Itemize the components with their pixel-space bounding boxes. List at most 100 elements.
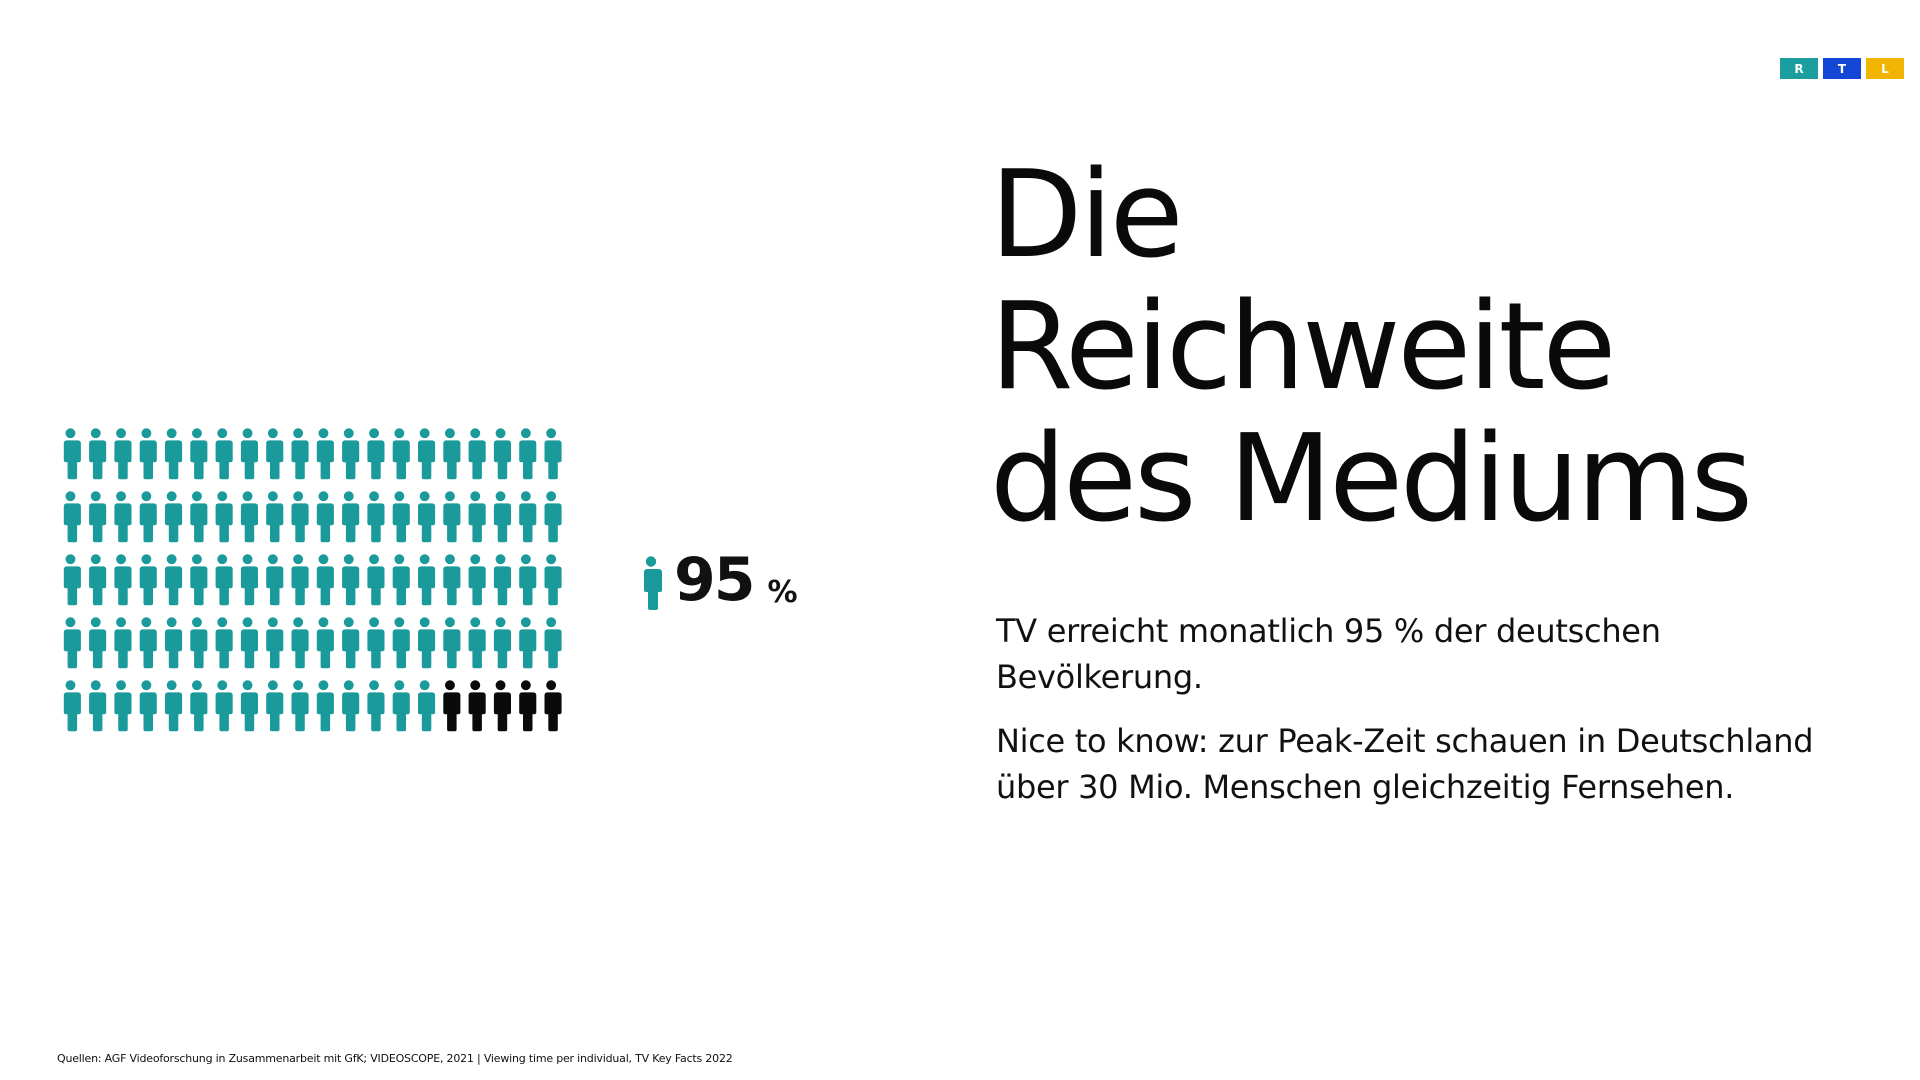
person-icon — [113, 617, 132, 669]
person-icon — [341, 617, 360, 669]
person-icon — [189, 554, 208, 606]
person-icon — [189, 680, 208, 732]
person-icon — [164, 554, 183, 606]
person-icon — [467, 491, 486, 543]
body-text: TV erreicht monatlich 95 % der deutschen… — [996, 608, 1876, 828]
person-icon — [315, 428, 334, 480]
person-icon — [265, 428, 284, 480]
person-icon — [467, 617, 486, 669]
person-icon — [265, 617, 284, 669]
logo-letter-t: T — [1823, 58, 1861, 79]
person-icon — [88, 491, 107, 543]
person-icon — [214, 554, 233, 606]
person-icon — [518, 680, 537, 732]
pictogram-grid — [62, 428, 562, 732]
title-line-3: des Mediums — [990, 410, 1753, 549]
person-icon — [290, 554, 309, 606]
person-icon — [113, 491, 132, 543]
person-icon — [467, 554, 486, 606]
person-icon — [492, 680, 511, 732]
population-pictogram — [60, 428, 570, 738]
person-icon — [366, 491, 385, 543]
person-icon — [341, 680, 360, 732]
body-paragraph-2: Nice to know: zur Peak-Zeit schauen in D… — [996, 722, 1814, 806]
person-icon — [417, 680, 436, 732]
logo-letter-r: R — [1780, 58, 1818, 79]
person-icon — [315, 554, 334, 606]
sources-footnote: Quellen: AGF Videoforschung in Zusammena… — [57, 1052, 733, 1065]
person-icon — [442, 428, 461, 480]
person-icon — [265, 554, 284, 606]
person-icon — [492, 428, 511, 480]
title-line-1: Die — [990, 146, 1184, 285]
person-icon — [366, 617, 385, 669]
person-icon — [442, 617, 461, 669]
person-icon — [391, 617, 410, 669]
reach-legend: 95 % — [640, 550, 798, 610]
person-icon — [113, 428, 132, 480]
person-icon — [138, 491, 157, 543]
person-icon — [189, 617, 208, 669]
person-icon — [518, 428, 537, 480]
person-icon — [214, 680, 233, 732]
person-icon — [643, 556, 662, 610]
person-icon — [543, 680, 562, 732]
person-icon — [417, 428, 436, 480]
person-icon — [341, 428, 360, 480]
person-icon — [442, 554, 461, 606]
slide-title: Die Reichweite des Mediums — [990, 150, 1870, 546]
person-icon — [239, 680, 258, 732]
person-icon — [341, 491, 360, 543]
person-icon — [366, 554, 385, 606]
person-icon — [417, 617, 436, 669]
reach-unit: % — [767, 575, 798, 610]
person-icon — [467, 428, 486, 480]
person-icon — [543, 554, 562, 606]
person-icon — [138, 554, 157, 606]
person-icon — [290, 680, 309, 732]
person-icon — [341, 554, 360, 606]
person-icon — [62, 554, 81, 606]
person-icon — [239, 617, 258, 669]
person-icon — [518, 617, 537, 669]
person-icon — [239, 554, 258, 606]
person-icon — [290, 491, 309, 543]
person-icon — [265, 680, 284, 732]
person-icon — [290, 617, 309, 669]
person-icon — [88, 617, 107, 669]
title-line-2: Reichweite — [990, 278, 1616, 417]
person-icon — [88, 554, 107, 606]
person-icon — [138, 680, 157, 732]
person-icon — [214, 491, 233, 543]
person-icon — [518, 491, 537, 543]
person-icon — [164, 428, 183, 480]
person-icon — [518, 554, 537, 606]
person-icon — [113, 554, 132, 606]
rtl-logo: R T L — [1780, 58, 1904, 79]
person-icon — [366, 428, 385, 480]
person-icon — [265, 491, 284, 543]
person-icon — [138, 617, 157, 669]
person-icon — [417, 554, 436, 606]
person-icon — [62, 491, 81, 543]
person-icon — [492, 617, 511, 669]
person-icon — [189, 428, 208, 480]
person-icon — [492, 491, 511, 543]
reach-value: 95 — [674, 545, 755, 615]
person-icon — [315, 680, 334, 732]
person-icon — [214, 617, 233, 669]
person-icon — [290, 428, 309, 480]
person-icon — [315, 617, 334, 669]
person-icon — [164, 617, 183, 669]
person-icon — [239, 491, 258, 543]
person-icon — [391, 428, 410, 480]
person-icon — [467, 680, 486, 732]
person-icon — [366, 680, 385, 732]
person-icon — [543, 617, 562, 669]
person-icon — [391, 491, 410, 543]
person-icon — [189, 491, 208, 543]
person-icon — [138, 428, 157, 480]
person-icon — [391, 680, 410, 732]
person-icon — [62, 617, 81, 669]
